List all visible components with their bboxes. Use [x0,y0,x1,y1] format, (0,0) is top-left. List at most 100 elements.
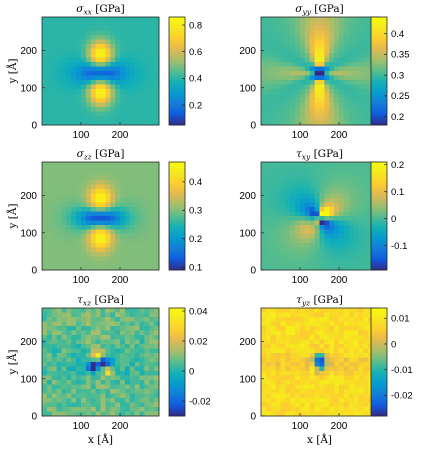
heatmap-cell [324,44,330,49]
heatmap-cell [139,120,145,126]
heatmap-cell [261,66,267,72]
heatmap-cell [95,308,101,313]
heatmap-cell [275,207,281,212]
heatmap-cell [105,220,111,226]
heatmap-cell [61,384,67,390]
heatmap-cell [304,308,311,313]
heatmap-cell [71,116,77,121]
heatmap-cell [265,189,272,194]
heatmap-cell [324,238,330,244]
heatmap-cell [265,180,272,185]
heatmap-cell [295,57,301,63]
colorbar-segment [169,111,185,115]
heatmap-cell [314,175,320,181]
heatmap-cell [66,321,72,327]
heatmap-cell [105,261,111,266]
heatmap-cell [348,189,355,194]
colorbar-segment [371,184,387,188]
heatmap-cell [144,366,150,372]
heatmap-cell [261,162,267,167]
heatmap-cell [61,238,67,244]
heatmap-cell [66,193,72,199]
colorbar-segment [169,175,185,179]
heatmap-cell [61,193,67,199]
heatmap-cell [115,312,121,318]
heatmap-cell [95,107,101,112]
heatmap-cell [358,265,364,271]
heatmap-cell [339,202,345,208]
colorbar-tick-label: 0.3 [189,206,202,217]
colorbar-segment [371,330,387,334]
heatmap-cell [353,243,359,248]
heatmap-cell [149,344,155,349]
heatmap-cell [275,344,281,349]
heatmap-cell [348,384,355,390]
heatmap-cell [314,220,320,226]
heatmap-cell [334,30,340,36]
heatmap-cell [42,39,48,45]
heatmap-cell [154,30,160,36]
heatmap-cell [348,116,355,121]
heatmap-cell [304,317,311,322]
heatmap-cell [275,357,281,363]
heatmap-cell [61,312,67,318]
heatmap-cell [339,111,345,117]
heatmap-cell [144,384,150,390]
heatmap-cell [353,193,359,199]
heatmap-cell [149,116,155,121]
heatmap-cell [120,321,126,327]
heatmap-cell [348,339,355,345]
colorbar-segment [371,362,387,365]
heatmap-cell [353,256,359,262]
heatmap-cell [314,339,320,345]
heatmap-cell [304,30,311,36]
heatmap-cell [329,211,335,217]
heatmap-cell [46,362,53,367]
heatmap-cell [115,225,121,230]
heatmap-cell [115,247,121,253]
heatmap-cell [309,389,316,394]
heatmap-cell [90,243,97,248]
heatmap-cell [51,189,58,194]
heatmap-cell [51,335,58,340]
heatmap-cell [124,75,131,81]
heatmap-cell [154,375,160,381]
heatmap-cell [124,175,131,181]
colorbar-segment [371,32,387,36]
heatmap-cell [329,35,335,40]
heatmap-cell [139,317,145,322]
heatmap-cell [319,89,325,94]
heatmap-cell [363,48,369,54]
heatmap-cell [95,35,101,40]
heatmap-cell [100,238,106,244]
heatmap-cell [115,66,121,72]
heatmap-cell [270,107,277,112]
colorbar-frame [370,16,388,126]
heatmap-cell [42,380,48,385]
heatmap-cell [363,98,369,103]
heatmap-cell [265,330,272,336]
heatmap-cell [56,344,62,349]
heatmap-cell [324,353,330,358]
heatmap-cell [324,216,330,221]
heatmap-cell [265,243,272,248]
heatmap-cell [95,330,101,336]
heatmap-cell [66,17,72,22]
heatmap-cell [363,26,369,31]
heatmap-cell [129,21,136,27]
heatmap-cell [309,243,316,248]
heatmap-cell [270,411,277,417]
heatmap-cell [353,21,359,27]
heatmap-cell [139,171,145,176]
heatmap-cell [90,57,97,63]
heatmap-cell [270,116,277,121]
colorbar-tick-label: 0.2 [189,234,202,245]
heatmap-cell [339,89,345,94]
heatmap-cell [329,216,335,221]
heatmap-cell [110,393,116,399]
heatmap-cell [154,243,160,248]
heatmap-cell [329,102,335,108]
heatmap-cell [154,98,160,103]
heatmap-cell [339,411,345,417]
heatmap-cell [76,411,82,417]
